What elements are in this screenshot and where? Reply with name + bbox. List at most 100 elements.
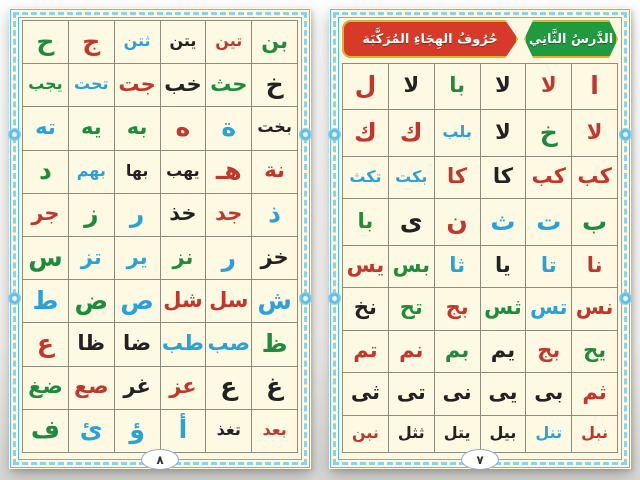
letter-cell: ضا [114, 323, 160, 366]
letter-cell: يم [480, 330, 526, 373]
letter-cell: ة [206, 107, 252, 150]
letter-cell: تغذ [206, 409, 252, 452]
letter-cell: ك [388, 110, 434, 156]
letter-cell: ظا [68, 323, 114, 366]
border-knot-icon [300, 293, 311, 305]
letter-cell: ر [206, 236, 252, 280]
letter-cell: أ [160, 409, 206, 452]
letter-cell: ش [252, 280, 297, 323]
letter-cell: حث [206, 64, 252, 107]
letter-cell: ك [343, 110, 388, 156]
right-page-content: الدَّرسُ الثَّانِي حُرُوفُ الهِجَاءِ الم… [342, 20, 618, 453]
letter-cell: صب [206, 323, 252, 366]
left-letters-grid: بن تين يتن ثتن ج ح خ حث خب جت تحت يجب بخت ة ه به يه ته نة ه… [22, 20, 298, 453]
letter-cell: يتن [160, 21, 206, 64]
letter-cell: خز [252, 236, 297, 280]
letter-cell: ثا [434, 245, 480, 288]
letter-cell: بس [388, 245, 434, 288]
letter-cell: تى [388, 373, 434, 415]
letter-cell: ير [114, 236, 160, 280]
letter-cell: ه [160, 107, 206, 150]
letter-cell: ج [68, 21, 114, 64]
letter-cell: هـ [206, 150, 252, 193]
letter-cell: بعد [252, 409, 297, 452]
letter-cell: عز [160, 366, 206, 409]
left-page: بن تين يتن ثتن ج ح خ حث خب جت تحت يجب بخت ة ه به يه ته نة ه… [9, 8, 311, 470]
letter-cell: سل [206, 280, 252, 323]
letter-cell: ته [23, 107, 68, 150]
letter-cell: ب [572, 199, 617, 245]
letter-cell: ذ [252, 193, 297, 236]
letter-cell: بج [434, 288, 480, 330]
letter-cell: خذ [160, 193, 206, 236]
letter-cell: ؤ [114, 409, 160, 452]
border-knot-icon [300, 128, 311, 140]
letter-cell: ف [23, 409, 68, 452]
letter-cell: نبن [343, 415, 388, 452]
letter-cell: به [114, 107, 160, 150]
letter-cell: نم [388, 330, 434, 373]
right-letters-grid: ا لا لا با لا ل لا خ لا بلب ك ك كب كب كا كا بكت تكث ب ت ث ن ى ب… [342, 63, 618, 453]
right-page-number: ٧ [461, 449, 499, 470]
letter-cell: تين [206, 21, 252, 64]
letter-cell: نخ [343, 288, 388, 330]
letter-cell: نبل [572, 415, 617, 452]
letter-cell: بيل [480, 415, 526, 452]
letter-cell: ثم [572, 373, 617, 415]
letter-cell: يتل [434, 415, 480, 452]
letter-cell: نز [160, 236, 206, 280]
letter-cell: س [23, 236, 68, 280]
letter-cell: ثتن [114, 21, 160, 64]
letter-cell: لا [526, 64, 572, 110]
letter-cell: با [434, 64, 480, 110]
letter-cell: طب [160, 323, 206, 366]
letter-cell: تم [343, 330, 388, 373]
letter-cell: بها [114, 150, 160, 193]
letter-cell: ثس [480, 288, 526, 330]
letter-cell: ئ [68, 409, 114, 452]
letter-cell: نى [434, 373, 480, 415]
letter-cell: ث [480, 199, 526, 245]
letter-cell: يجب [23, 64, 68, 107]
lesson-title-banner: حُرُوفُ الهِجَاءِ المُرَكَّبَة [342, 20, 518, 58]
letter-cell: جر [23, 193, 68, 236]
letter-cell: د [23, 150, 68, 193]
border-knot-icon [329, 293, 340, 305]
letter-cell: بكت [388, 156, 434, 199]
letter-cell: كب [526, 156, 572, 199]
letter-cell: لا [480, 110, 526, 156]
letter-cell: بج [526, 330, 572, 373]
letter-cell: تكث [343, 156, 388, 199]
letter-cell: ى [388, 199, 434, 245]
letter-cell: تح [388, 288, 434, 330]
letter-cell: ثثل [388, 415, 434, 452]
letter-cell: ن [434, 199, 480, 245]
letter-cell: ز [68, 193, 114, 236]
border-knot-icon [9, 293, 20, 305]
letter-cell: ض [68, 280, 114, 323]
letter-cell: صع [68, 366, 114, 409]
letter-cell: خ [526, 110, 572, 156]
letter-cell: نة [252, 150, 297, 193]
letter-cell: غ [252, 366, 297, 409]
letter-cell: يه [68, 107, 114, 150]
letter-cell: ص [114, 280, 160, 323]
letter-cell: ثى [343, 373, 388, 415]
letter-cell: جت [114, 64, 160, 107]
letter-cell: نا [572, 245, 617, 288]
letter-cell: لا [388, 64, 434, 110]
letter-cell: لا [572, 110, 617, 156]
letter-cell: با [343, 199, 388, 245]
border-knot-icon [620, 293, 631, 305]
letter-cell: كا [480, 156, 526, 199]
letter-cell: ا [572, 64, 617, 110]
letter-cell: يى [480, 373, 526, 415]
letter-cell: ضغ [23, 366, 68, 409]
letter-cell: يهب [160, 150, 206, 193]
left-page-content: بن تين يتن ثتن ج ح خ حث خب جت تحت يجب بخت ة ه به يه ته نة ه… [22, 20, 298, 453]
letter-cell: يا [480, 245, 526, 288]
letter-cell: جد [206, 193, 252, 236]
right-page: الدَّرسُ الثَّانِي حُرُوفُ الهِجَاءِ الم… [329, 8, 631, 470]
border-knot-icon [9, 128, 20, 140]
